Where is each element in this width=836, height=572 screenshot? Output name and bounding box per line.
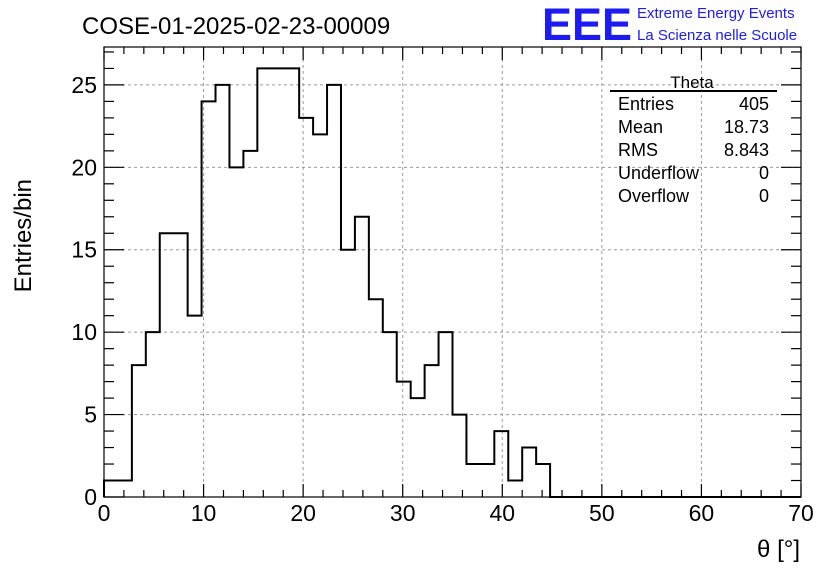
y-tick-label: 15: [71, 237, 97, 263]
stats-box: Theta Entries 405 Mean 18.73 RMS 8.843 Underfl…: [610, 73, 777, 206]
plot-frame: [103, 46, 802, 498]
stats-label: Mean: [618, 117, 663, 137]
stats-label: Entries: [618, 94, 674, 114]
x-tick-labels: 0 10 20 30 40 50 60 70: [98, 500, 814, 526]
logo-line-2: La Scienza nelle Scuole: [637, 27, 797, 44]
x-tick-label: 60: [689, 500, 715, 526]
y-tick-label: 10: [71, 319, 97, 345]
x-tick-label: 30: [390, 500, 416, 526]
x-axis-label: θ [°]: [757, 536, 800, 563]
stats-value: 405: [739, 94, 769, 114]
x-tick-label: 20: [290, 500, 316, 526]
x-tick-label: 70: [788, 500, 814, 526]
stats-value: 18.73: [724, 117, 769, 137]
x-tick-label: 0: [98, 500, 111, 526]
stats-label: RMS: [618, 140, 658, 160]
stats-value: 8.843: [724, 140, 769, 160]
logo-line-1: Extreme Energy Events: [637, 5, 795, 22]
logo-mark: EEE: [542, 0, 632, 50]
y-axis-label: Entries/bin: [10, 179, 37, 292]
stats-label: Overflow: [618, 186, 690, 206]
y-tick-label: 25: [71, 72, 97, 98]
axis-ticks: [103, 47, 802, 498]
y-tick-label: 5: [84, 402, 97, 428]
grid: [104, 47, 801, 497]
stats-value: 0: [759, 163, 769, 183]
x-tick-label: 10: [191, 500, 217, 526]
eee-logo: EEE Extreme Energy Events La Scienza nel…: [542, 0, 797, 50]
y-tick-label: 0: [84, 484, 97, 510]
stats-value: 0: [759, 186, 769, 206]
x-tick-label: 50: [589, 500, 615, 526]
y-tick-label: 20: [71, 154, 97, 180]
x-tick-label: 40: [489, 500, 515, 526]
chart-title: COSE-01-2025-02-23-00009: [82, 13, 390, 40]
stats-label: Underflow: [618, 163, 700, 183]
histogram-line: [103, 67, 801, 498]
y-tick-labels: 0 5 10 15 20 25: [71, 72, 97, 510]
stats-title: Theta: [670, 73, 714, 92]
